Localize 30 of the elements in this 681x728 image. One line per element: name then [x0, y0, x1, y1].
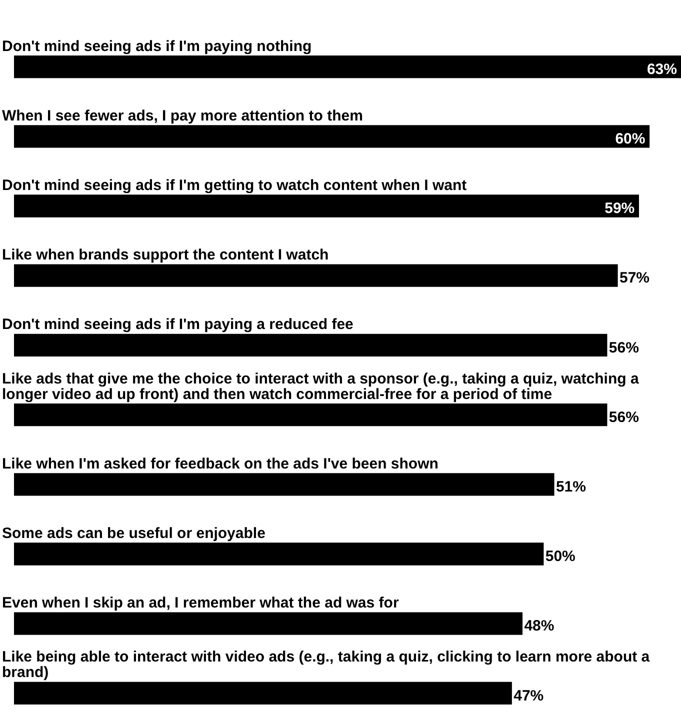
data-label: 60% [615, 130, 646, 148]
data-label: 48% [524, 618, 554, 635]
y-tick-label: Don't mind seeing ads if I'm paying a reduced fee [2, 316, 354, 334]
y-tick-label: Some ads can be useful or enjoyable [2, 525, 266, 542]
y-tick-label: Like when I'm asked for feedback on the ads I've been shown [2, 455, 438, 472]
y-tick-label: Like being able to interact with video ads (e.g., taking a quiz, clicking to learn more about a brand) [2, 648, 650, 682]
data-label: 50% [545, 548, 576, 566]
bar [14, 55, 681, 78]
bar [14, 264, 618, 287]
y-tick-label: Like when brands support the content I watch [2, 246, 329, 264]
bar [14, 682, 512, 705]
data-label: 59% [604, 200, 635, 218]
data-label: 56% [608, 339, 639, 356]
data-label: 47% [514, 687, 544, 704]
y-tick-label: Like ads that give me the choice to interact with a sponsor (e.g., taking a quiz, watching a longer video ad up front) and then watch commercial-free for a period of time [2, 370, 640, 403]
bar [14, 194, 639, 218]
bar [14, 334, 608, 357]
data-label: 57% [619, 270, 650, 287]
bar [14, 612, 523, 635]
y-tick-label: Don't mind seeing ads if I'm paying nothing [2, 38, 312, 55]
bar [14, 542, 544, 566]
bar [14, 125, 650, 148]
y-tick-label: When I see fewer ads, I pay more attention to them [2, 107, 363, 124]
y-tick-label: Don't mind seeing ads if I'm getting to watch content when I want [2, 177, 467, 194]
bar [14, 473, 554, 496]
data-label: 63% [646, 60, 677, 78]
data-label: 51% [556, 478, 586, 496]
y-tick-label: Even when I skip an ad, I remember what the ad was for [2, 594, 399, 612]
data-label: 56% [608, 408, 639, 426]
bar [14, 403, 608, 426]
